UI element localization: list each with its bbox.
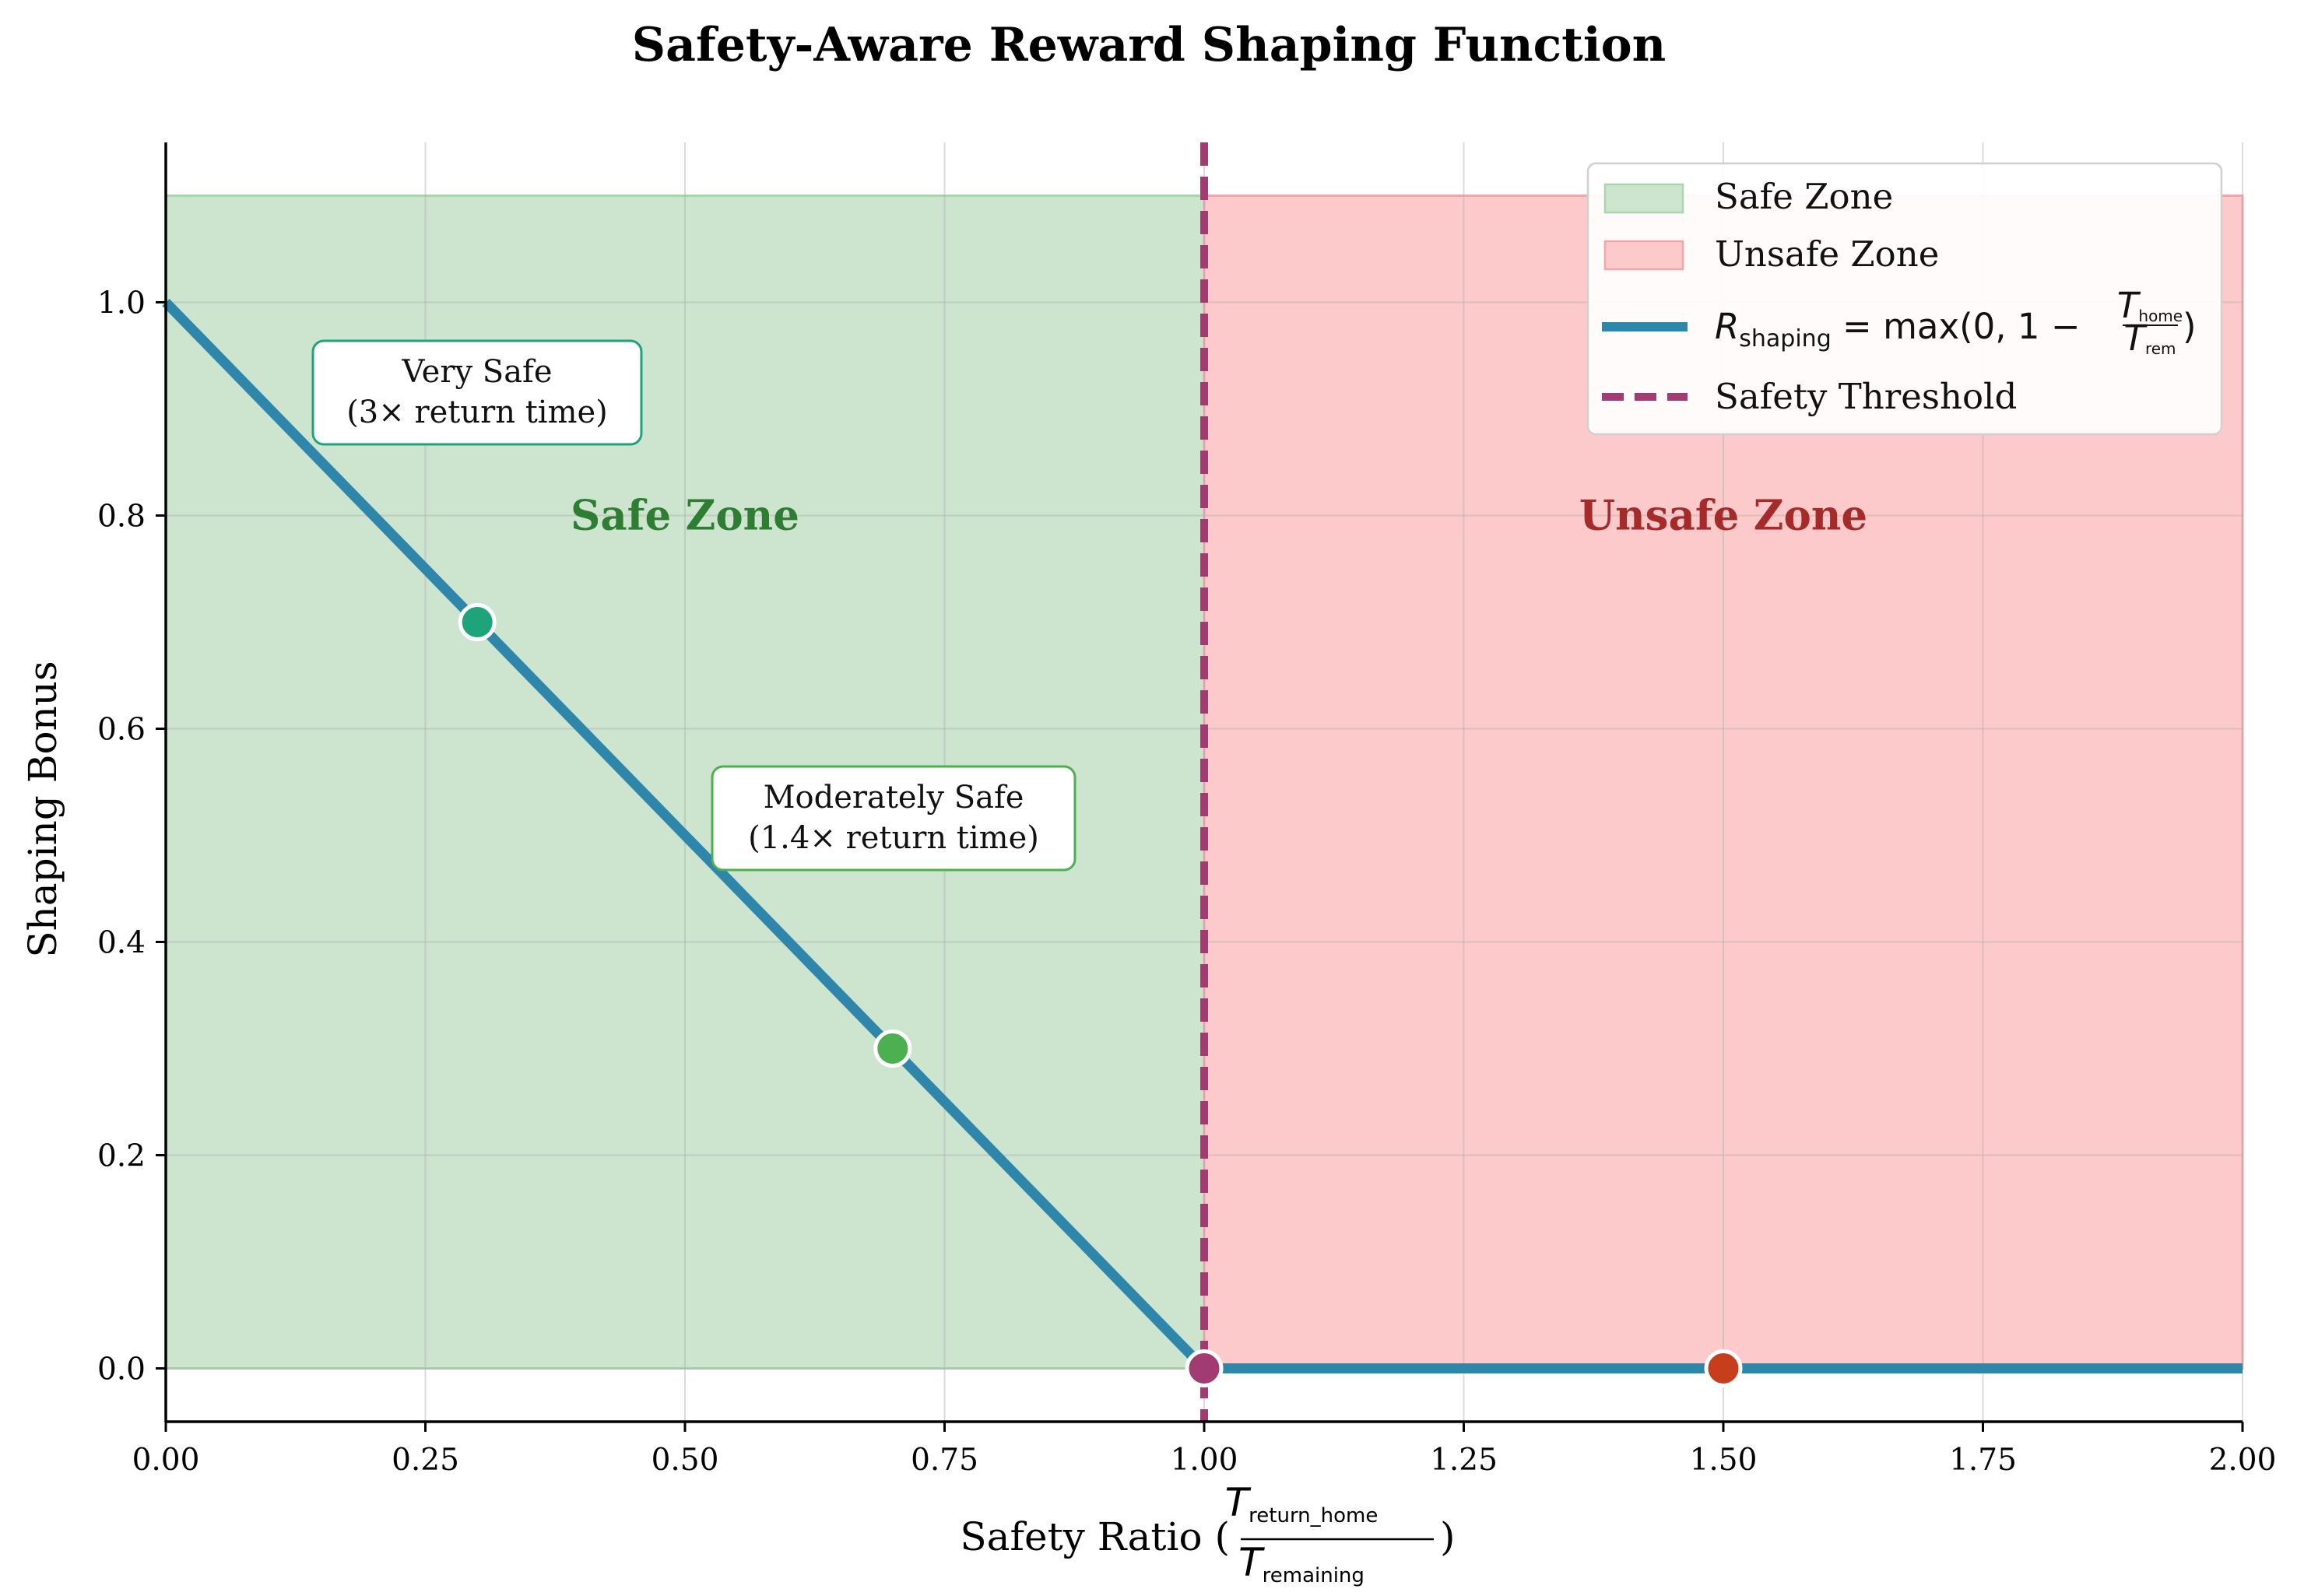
y-tick-label: 0.2 — [97, 1139, 146, 1174]
legend-entry-unsafe-zone: Unsafe Zone — [1603, 233, 1939, 275]
x-axis-label: Safety Ratio ( Treturn_home Tremaining ) — [960, 1480, 1455, 1587]
legend-entry-safety-threshold: Safety Threshold — [1602, 376, 2017, 417]
x-tick-label: 2.00 — [2209, 1443, 2277, 1478]
x-tick-label: 0.25 — [392, 1443, 459, 1478]
svg-text:): ) — [1440, 1514, 1456, 1559]
x-tick-label: 0.50 — [652, 1443, 719, 1478]
svg-text:): ) — [2183, 306, 2197, 347]
svg-text:(1.4× return time): (1.4× return time) — [748, 820, 1039, 856]
svg-text:Unsafe Zone: Unsafe Zone — [1715, 233, 1939, 275]
x-tick-label: 1.25 — [1430, 1443, 1498, 1478]
y-tick-label: 0.6 — [97, 713, 146, 748]
legend-swatch-unsafe-zone — [1603, 240, 1684, 271]
data-point-3 — [1185, 1349, 1224, 1387]
legend: Safe Zone Unsafe Zone Rshaping = max(0, … — [1586, 162, 2223, 436]
data-point-1 — [458, 603, 497, 641]
svg-text:Treturn_home: Treturn_home — [1225, 1480, 1379, 1528]
x-tick-label: 1.75 — [1949, 1443, 2017, 1478]
y-tick-label: 0.4 — [97, 926, 146, 961]
y-axis-label: Shaping Bonus — [20, 661, 65, 957]
svg-text:Thome: Thome — [2117, 285, 2183, 326]
y-tick-label: 1.0 — [97, 286, 146, 321]
chart-title: Safety-Aware Reward Shaping Function — [632, 18, 1667, 72]
annotation-very-safe: Very Safe (3× return time) — [311, 339, 643, 446]
svg-text:(3× return time): (3× return time) — [346, 395, 608, 430]
legend-entry-safe-zone: Safe Zone — [1603, 176, 1893, 217]
legend-entry-shaping-function: Rshaping = max(0, 1 − Thome Trem ) — [1602, 285, 2197, 359]
legend-swatch-safe-zone — [1603, 183, 1684, 214]
y-tick-label: 0.8 — [97, 500, 146, 535]
svg-text:Trem: Trem — [2123, 317, 2176, 359]
annotation-moderately-safe: Moderately Safe (1.4× return time) — [711, 765, 1076, 872]
svg-text:Safe Zone: Safe Zone — [1715, 176, 1893, 217]
x-tick-label: 0.00 — [132, 1443, 200, 1478]
x-tick-label: 1.00 — [1171, 1443, 1238, 1478]
data-point-2 — [873, 1030, 912, 1068]
svg-text:Safety Ratio (: Safety Ratio ( — [960, 1514, 1230, 1559]
svg-text:Rshaping = max(0, 1 −: Rshaping = max(0, 1 − — [1715, 306, 2081, 353]
safe-zone-label: Safe Zone — [571, 492, 799, 540]
svg-text:Safety Threshold: Safety Threshold — [1715, 376, 2017, 417]
y-tick-label: 0.0 — [97, 1352, 146, 1387]
svg-text:Tremaining: Tremaining — [1238, 1540, 1365, 1587]
svg-text:Very Safe: Very Safe — [401, 354, 552, 390]
data-point-4 — [1704, 1349, 1743, 1387]
svg-text:Moderately Safe: Moderately Safe — [764, 780, 1024, 816]
x-tick-label: 0.75 — [911, 1443, 978, 1478]
unsafe-zone-label: Unsafe Zone — [1579, 492, 1867, 540]
x-tick-label: 1.50 — [1690, 1443, 1758, 1478]
